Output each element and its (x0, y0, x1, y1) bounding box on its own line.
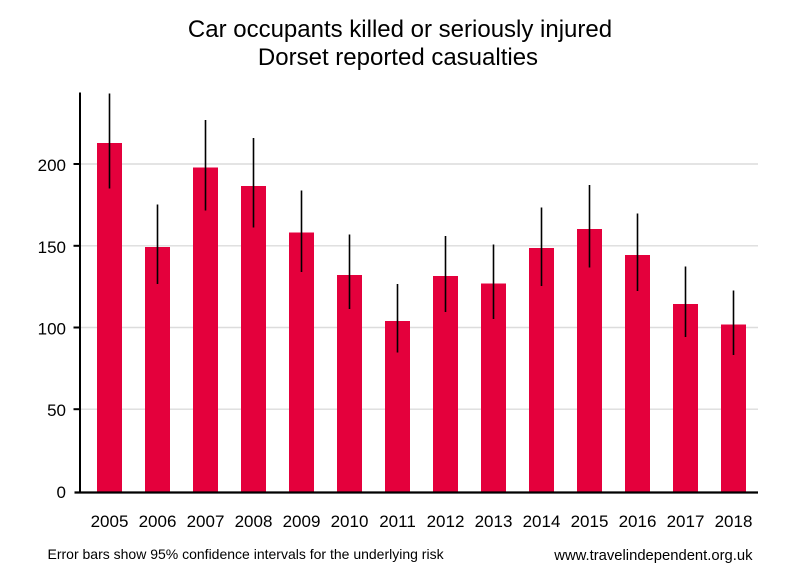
svg-text:2018: 2018 (715, 512, 753, 531)
svg-text:2016: 2016 (619, 512, 657, 531)
svg-text:2013: 2013 (475, 512, 513, 531)
svg-text:50: 50 (47, 401, 66, 420)
svg-text:150: 150 (38, 238, 66, 257)
svg-text:2009: 2009 (283, 512, 321, 531)
svg-text:2014: 2014 (523, 512, 561, 531)
svg-text:100: 100 (38, 320, 66, 339)
svg-text:2007: 2007 (187, 512, 225, 531)
svg-text:Error bars show 95% confidence: Error bars show 95% confidence intervals… (48, 546, 445, 562)
svg-text:2008: 2008 (235, 512, 273, 531)
svg-text:Car occupants killed or seriou: Car occupants killed or seriously injure… (188, 16, 612, 43)
svg-text:2015: 2015 (571, 512, 609, 531)
svg-text:Dorset reported casualties: Dorset reported casualties (258, 44, 538, 71)
svg-text:2005: 2005 (91, 512, 129, 531)
svg-text:2012: 2012 (427, 512, 465, 531)
svg-text:200: 200 (38, 156, 66, 175)
svg-text:2010: 2010 (331, 512, 369, 531)
svg-text:2017: 2017 (667, 512, 705, 531)
svg-text:0: 0 (57, 483, 66, 502)
svg-text:2006: 2006 (139, 512, 177, 531)
svg-text:2011: 2011 (379, 512, 416, 531)
svg-text:www.travelindependent.org.uk: www.travelindependent.org.uk (553, 548, 753, 564)
